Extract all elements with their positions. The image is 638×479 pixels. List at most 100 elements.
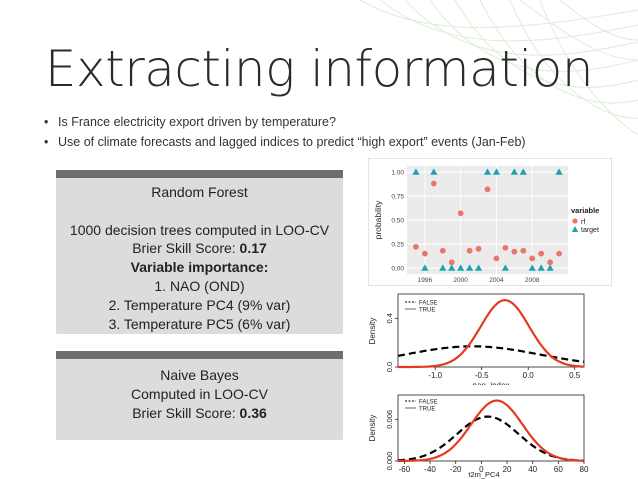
rf-point (484, 186, 491, 193)
rf-importance-item: 3. Temperature PC5 (6% var) (108, 315, 291, 332)
x-tick-label: 0.0 (523, 371, 535, 380)
x-tick-label: 60 (554, 465, 563, 474)
rf-point (413, 243, 419, 250)
rf-point (511, 248, 518, 255)
y-tick-label: 0.006 (385, 410, 394, 429)
y-axis-label: Density (368, 318, 377, 345)
rf-point (502, 244, 509, 251)
target-point (474, 264, 483, 271)
box-header-bar (56, 170, 343, 178)
legend-target-marker (571, 226, 579, 232)
rf-point (457, 210, 464, 217)
y-tick-label: 0.75 (391, 194, 404, 201)
rf-point (547, 259, 554, 266)
x-tick-label: 40 (528, 465, 537, 474)
nb-brier-label: Brier Skill Score: (132, 404, 240, 421)
target-point (439, 264, 447, 271)
naive-bayes-box: Naive Bayes Computed in LOO-CV Brier Ski… (56, 351, 343, 440)
x-tick-label: -20 (450, 465, 462, 474)
target-point (501, 264, 509, 271)
x-tick-label: 2000 (453, 277, 468, 284)
target-point (430, 168, 438, 175)
bullet-list: Is France electricity export driven by t… (44, 112, 526, 152)
legend-false-label: FALSE (419, 301, 438, 307)
rf-importance-item: 2. Temperature PC4 (9% var) (108, 296, 291, 313)
box-header-bar (56, 351, 343, 359)
x-axis-label: t2m_PC4 (468, 470, 499, 479)
rf-point (421, 250, 428, 257)
rf-point (520, 247, 527, 254)
rf-point (466, 247, 473, 254)
x-tick-label: 0.5 (569, 371, 581, 380)
rf-brier-value: 0.17 (239, 240, 267, 257)
density-true-line (398, 298, 585, 369)
target-point (457, 264, 465, 271)
x-tick-label: -60 (399, 465, 411, 474)
y-axis-label: probability (373, 200, 383, 239)
x-tick-label: -1.0 (428, 371, 442, 380)
rf-point (448, 259, 455, 266)
rf-point (538, 250, 545, 257)
target-point (519, 168, 527, 175)
legend-rf-marker (572, 218, 578, 224)
y-tick-label: 0.50 (391, 218, 404, 225)
t2m-pc4-density-chart: -60 -40 -20 0 20 40 60 80 0.000 0.006 Density t2m… (368, 394, 589, 479)
target-point (448, 264, 456, 271)
x-tick-label: 1996 (418, 277, 433, 284)
x-tick-label: -0.5 (475, 371, 489, 380)
rf-description: 1000 decision trees computed in LOO-CV (69, 221, 330, 238)
nb-brier-value: 0.36 (239, 404, 267, 421)
target-point (528, 264, 536, 271)
rf-importance-item: 1. NAO (OND) (154, 277, 245, 294)
target-point (466, 264, 474, 271)
rf-point (430, 180, 437, 187)
y-axis-label: Density (368, 415, 377, 442)
rf-importance-heading: Variable importance: (130, 259, 269, 276)
legend-rf-label: rf (581, 219, 585, 226)
probability-scatter-chart: 0.00 0.25 0.50 0.75 1.00 1996 2000 2004 2008 pro… (368, 158, 612, 286)
random-forest-box: Random Forest 1000 decision trees comput… (56, 170, 343, 334)
nb-brier-score: Brier Skill Score: 0.36 (56, 404, 343, 423)
y-tick-label: 0.25 (391, 242, 404, 249)
target-point (546, 264, 554, 271)
density-false-line (397, 415, 585, 462)
target-point (555, 168, 563, 175)
legend-title: variable (571, 206, 599, 215)
rf-point (439, 247, 446, 254)
target-point (510, 168, 518, 175)
y-tick-label: 0.00 (391, 266, 404, 273)
bullet-item: Is France electricity export driven by t… (44, 112, 526, 132)
x-tick-label: 80 (580, 465, 589, 474)
nb-heading: Naive Bayes (160, 367, 239, 383)
x-axis-label: nao_index (473, 381, 510, 385)
rf-point (529, 255, 536, 262)
x-tick-label: 0 (479, 465, 484, 474)
target-point (537, 264, 545, 271)
x-tick-label: 2004 (489, 277, 504, 284)
rf-heading: Random Forest (151, 184, 248, 200)
rf-point (475, 245, 482, 252)
legend-true-label: TRUE (419, 407, 435, 413)
y-tick-label: 0.4 (385, 313, 394, 323)
y-tick-label: 0.000 (385, 452, 394, 471)
rf-point (556, 250, 562, 257)
y-tick-label: 0.0 (385, 362, 394, 372)
x-tick-label: 20 (503, 465, 512, 474)
x-tick-label: -40 (424, 465, 436, 474)
legend-target-label: target (581, 227, 599, 234)
nb-description: Computed in LOO-CV (131, 385, 268, 402)
density-true-line (397, 399, 585, 463)
rf-brier-label: Brier Skill Score: (132, 240, 240, 257)
target-point (412, 168, 420, 175)
target-point (483, 168, 492, 175)
target-point (492, 168, 501, 175)
nao-index-density-chart: -1.0 -0.5 0.0 0.5 0.0 0.4 Density nao_index F… (368, 293, 585, 385)
target-point (421, 264, 429, 271)
page-title: Extracting information (44, 40, 594, 98)
legend-true-label: TRUE (419, 308, 435, 314)
x-tick-label: 2008 (525, 277, 540, 284)
legend-false-label: FALSE (419, 400, 438, 406)
rf-brier-score: Brier Skill Score: 0.17 (56, 239, 343, 258)
rf-point (493, 255, 500, 262)
